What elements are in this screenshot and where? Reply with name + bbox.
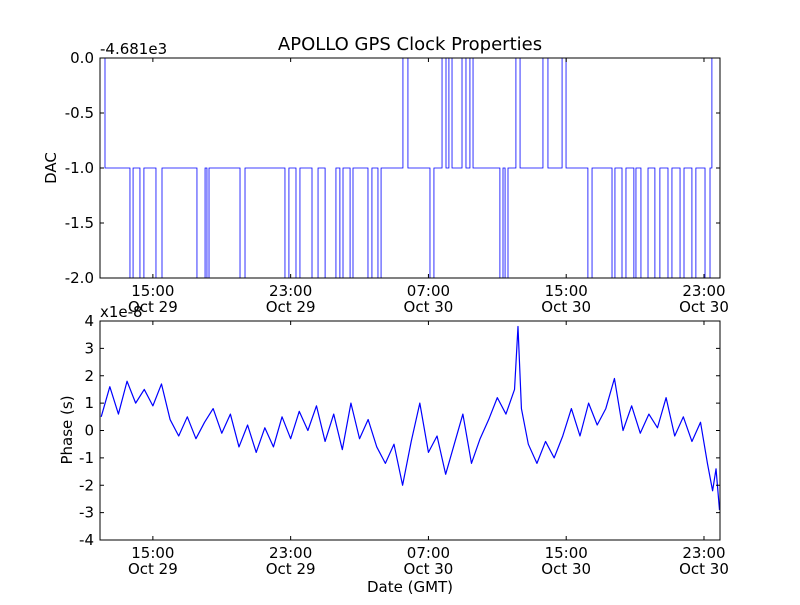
y-tick-label: -2.0 [65,269,94,287]
y-tick-label: 2 [84,367,94,385]
y-tick-label: 0.0 [70,49,94,67]
y-tick-label: 3 [84,339,94,357]
phase-ylabel: Phase (s) [58,395,76,464]
phase-series-line [100,325,720,510]
y-tick-label: 4 [84,312,94,330]
x-tick-label-time: 23:00 [269,282,312,300]
x-tick-label-date: Oct 30 [404,298,454,316]
x-tick-label-date: Oct 29 [266,560,316,578]
y-tick-label: -1.5 [65,214,94,232]
y-tick-label: -1.0 [65,159,94,177]
phase-xlabel: Date (GMT) [367,578,453,596]
x-tick-label-time: 15:00 [131,544,174,562]
y-tick-label: -4 [79,531,94,549]
x-tick-label-time: 23:00 [682,544,725,562]
x-tick-label-date: Oct 30 [679,560,729,578]
x-tick-label-time: 07:00 [407,544,450,562]
y-tick-label: 1 [84,394,94,412]
x-tick-label-date: Oct 30 [541,298,591,316]
x-tick-label-time: 23:00 [682,282,725,300]
x-tick-label-time: 23:00 [269,544,312,562]
dac-series-line [100,58,720,278]
x-tick-label-time: 15:00 [545,544,588,562]
y-tick-label: -3 [79,504,94,522]
dac-offset-label: -4.681e3 [100,40,167,58]
y-tick-label: -2 [79,476,94,494]
x-tick-label-date: Oct 30 [404,560,454,578]
x-tick-label-time: 15:00 [131,282,174,300]
x-tick-label-date: Oct 29 [128,298,178,316]
y-tick-label: 0 [84,422,94,440]
y-tick-label: -1 [79,449,94,467]
phase-offset-label: x1e-8 [100,303,143,321]
y-tick-label: -0.5 [65,104,94,122]
x-tick-label-date: Oct 30 [541,560,591,578]
x-tick-label-date: Oct 29 [128,560,178,578]
x-tick-label-date: Oct 30 [679,298,729,316]
x-tick-label-time: 15:00 [545,282,588,300]
dac-ylabel: DAC [42,152,60,184]
x-tick-label-date: Oct 29 [266,298,316,316]
chart-title: APOLLO GPS Clock Properties [278,34,542,55]
x-tick-label-time: 07:00 [407,282,450,300]
